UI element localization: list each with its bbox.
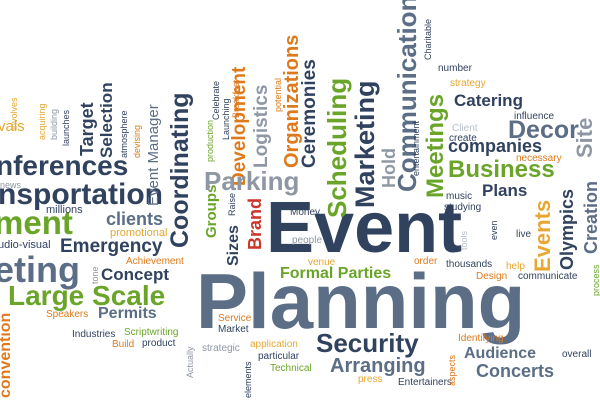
word-actually: Actually bbox=[185, 346, 195, 378]
word-raise: Raise bbox=[227, 192, 237, 216]
word-elements: elements bbox=[243, 361, 253, 398]
word-money: Money bbox=[290, 207, 321, 218]
word-create: create bbox=[449, 133, 477, 144]
word-order: order bbox=[414, 256, 438, 267]
word-production: production bbox=[205, 119, 215, 162]
word-launches: launches bbox=[61, 109, 71, 146]
word-ticketing: eting bbox=[0, 249, 80, 290]
word-security: Security bbox=[316, 328, 419, 358]
word-catering: Catering bbox=[454, 91, 523, 110]
word-build: Build bbox=[112, 339, 135, 350]
word-identifying: Identifying bbox=[458, 333, 504, 344]
word-client: Client bbox=[452, 123, 478, 134]
word-millions: millions bbox=[46, 204, 83, 216]
word-events: Events bbox=[530, 199, 555, 272]
word-thousands: thousands bbox=[446, 259, 493, 270]
word-celebrate: Celebrate bbox=[211, 80, 221, 120]
word-involves: involves bbox=[9, 97, 19, 130]
word-coordinating: Coordinating bbox=[166, 92, 194, 248]
word-ceremonies: Ceremonies bbox=[299, 59, 320, 168]
word-parking: Parking bbox=[204, 166, 300, 196]
word-application: application bbox=[250, 339, 298, 350]
word-communicate: communicate bbox=[518, 271, 578, 282]
word-devising: devising bbox=[132, 124, 142, 158]
word-design: Design bbox=[476, 271, 508, 282]
word-decor: Decor bbox=[508, 116, 579, 144]
word-atmosphere: atmosphere bbox=[119, 110, 129, 158]
word-concept: Concept bbox=[101, 265, 169, 284]
word-speakers: Speakers bbox=[46, 309, 89, 320]
word-selection: Selection bbox=[97, 82, 116, 158]
word-charitable: Charitable bbox=[423, 18, 433, 60]
word-companies: companies bbox=[448, 136, 543, 156]
word-process: process bbox=[591, 264, 600, 296]
word-plans: Plans bbox=[482, 181, 528, 200]
word-sizes: Sizes bbox=[225, 225, 242, 266]
word-acquiring: acquiring bbox=[37, 103, 47, 140]
word-site: Site bbox=[572, 117, 597, 158]
word-tone: tone bbox=[90, 266, 100, 284]
word-event-manager: Event Manager bbox=[145, 104, 162, 206]
word-logistics: Logistics bbox=[251, 84, 272, 168]
word-target: Target bbox=[77, 102, 97, 156]
word-even: even bbox=[489, 220, 499, 240]
word-venue: venue bbox=[308, 257, 336, 268]
word-convention: convention bbox=[0, 312, 14, 398]
word-audio-visual: udio-visual bbox=[0, 239, 51, 251]
word-olympics: Olympics bbox=[557, 188, 577, 270]
word-tools: tools bbox=[459, 230, 469, 250]
word-number: number bbox=[438, 63, 472, 74]
word-event: Event bbox=[266, 188, 463, 268]
word-business: Business bbox=[448, 156, 555, 183]
word-aspects: aspects bbox=[447, 354, 457, 386]
word-brand: Brand bbox=[245, 197, 265, 250]
word-industries: Industries bbox=[72, 329, 116, 340]
word-scriptwriting: Scriptwriting bbox=[124, 327, 179, 338]
word-people: people bbox=[292, 235, 323, 246]
word-planning: Planning bbox=[196, 257, 526, 345]
word-building: building bbox=[49, 108, 59, 140]
word-technical: Technical bbox=[270, 363, 312, 374]
word-scheduling: Scheduling bbox=[322, 77, 352, 218]
word-live: live bbox=[516, 229, 532, 240]
word-meetings: Meetings bbox=[422, 93, 449, 198]
word-permits: Permits bbox=[98, 305, 157, 322]
word-management: ment bbox=[0, 204, 73, 241]
word-strategic: strategic bbox=[202, 343, 240, 354]
word-emergency: Emergency bbox=[60, 236, 163, 257]
word-overall: overall bbox=[562, 349, 592, 360]
word-conferences: nferences bbox=[0, 150, 129, 181]
word-concerts: Concerts bbox=[476, 361, 555, 381]
word-arranging: Arranging bbox=[330, 355, 426, 377]
word-formal-parties: Formal Parties bbox=[280, 265, 392, 282]
word-creation: Creation bbox=[581, 180, 600, 254]
word-product: product bbox=[142, 338, 176, 349]
word-audience: Audience bbox=[464, 345, 537, 362]
word-music: music bbox=[446, 191, 473, 202]
word-particular: particular bbox=[258, 351, 300, 362]
word-studying: studying bbox=[444, 202, 482, 213]
word-help: help bbox=[506, 261, 525, 272]
word-influence: influence bbox=[514, 111, 555, 122]
word-market: Market bbox=[218, 324, 249, 335]
word-entertainment: entertainment bbox=[411, 120, 421, 176]
word-vals: vals bbox=[0, 118, 25, 135]
word-promotional: promotional bbox=[110, 227, 168, 239]
word-news: news bbox=[0, 180, 22, 190]
word-clients: clients bbox=[106, 209, 164, 229]
word-necessary: necessary bbox=[516, 153, 562, 164]
word-press: press bbox=[358, 374, 383, 385]
word-entertainers: Entertainers bbox=[398, 377, 452, 388]
word-marketing: Marketing bbox=[350, 80, 380, 208]
word-achievement: Achievement bbox=[126, 256, 184, 267]
word-large-scale: Large Scale bbox=[8, 280, 166, 311]
word-transportation: nsportation bbox=[0, 178, 163, 211]
word-strategy: strategy bbox=[450, 78, 486, 89]
word-service: Service bbox=[218, 313, 252, 324]
